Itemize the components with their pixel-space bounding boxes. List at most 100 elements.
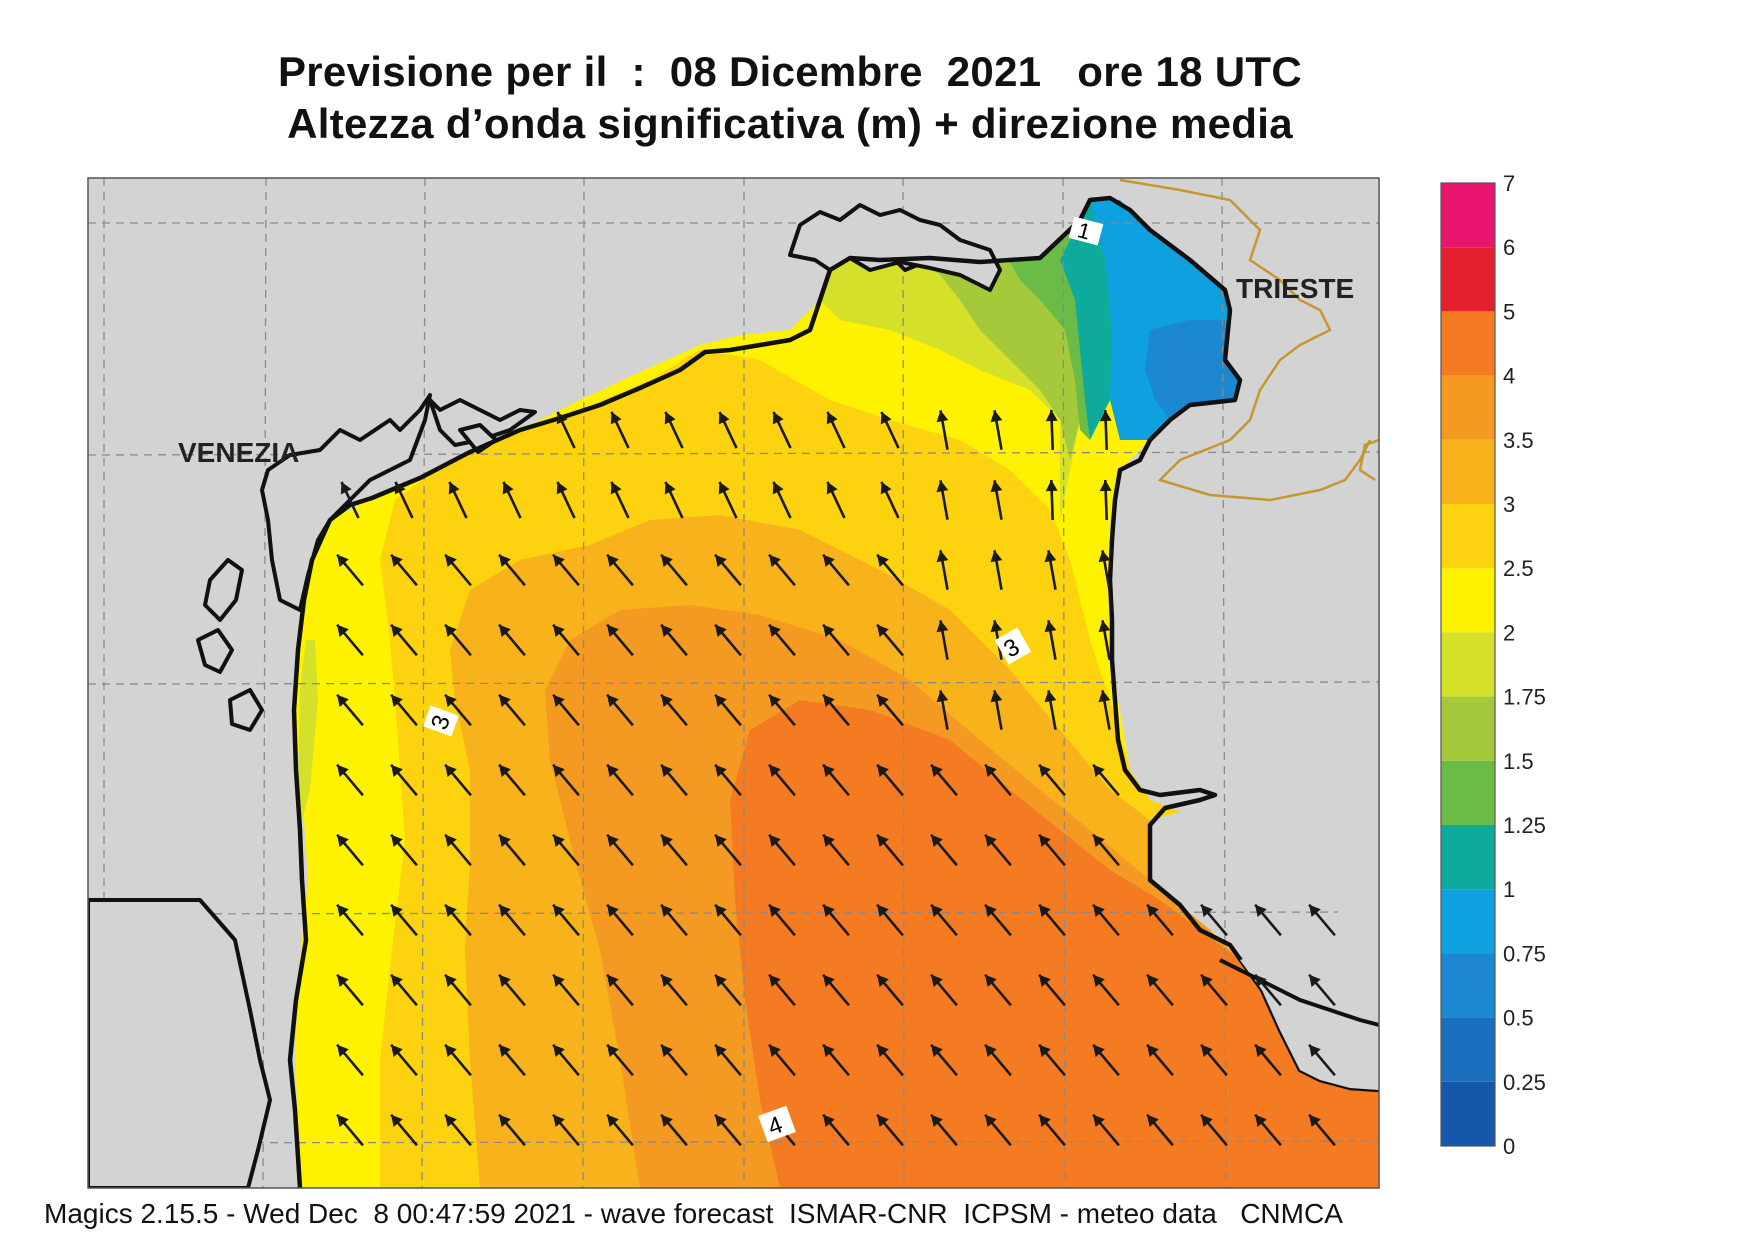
direction-arrow-head: [1093, 904, 1105, 917]
direction-arrow-head: [445, 904, 457, 917]
direction-arrow-head: [1255, 904, 1267, 917]
direction-arrow-head: [499, 974, 511, 987]
direction-arrow-head: [931, 974, 943, 987]
direction-arrow-head: [877, 1114, 889, 1127]
colorbar-swatch: [1441, 760, 1495, 825]
direction-arrow-head: [1045, 480, 1058, 492]
direction-arrow-head: [715, 1114, 727, 1127]
contour-label-4: 4: [758, 1105, 796, 1143]
colorbar-tick-label: 3: [1503, 492, 1515, 517]
direction-arrow-head: [880, 481, 892, 495]
direction-arrow-head: [990, 410, 1003, 423]
direction-arrow-head: [340, 481, 352, 495]
colorbar-tick-label: 0.25: [1503, 1070, 1546, 1095]
colorbar-legend: 7 6 5 4 3.5 3 2.5 2 1.75 1.5 1.25 1 0.75 0.5 0.25 0: [1440, 171, 1546, 1159]
direction-arrow-head: [391, 904, 403, 917]
direction-arrow-head: [1255, 1114, 1267, 1127]
colorbar-frame: [1440, 182, 1496, 1147]
direction-arrow-head: [445, 694, 457, 707]
direction-arrows: [336, 409, 1336, 1147]
colorbar-tick-label: 1: [1503, 877, 1515, 902]
colorbar-swatch: [1441, 439, 1495, 504]
direction-arrow-head: [769, 904, 781, 917]
direction-arrow-head: [1147, 904, 1159, 917]
colorbar-swatch: [1441, 1017, 1495, 1082]
colorbar-tick-label: 2: [1503, 620, 1515, 645]
direction-arrow-head: [718, 411, 730, 425]
contour-label-3-west: 3: [423, 705, 459, 737]
colorbar-swatch: [1441, 632, 1495, 697]
direction-arrow-head: [553, 834, 565, 847]
direction-arrow-head: [1039, 764, 1051, 777]
direction-arrow-head: [769, 694, 781, 707]
direction-arrow-head: [553, 974, 565, 987]
direction-arrow-head: [337, 904, 349, 917]
direction-arrow-head: [1099, 480, 1112, 492]
direction-arrow-head: [607, 974, 619, 987]
direction-arrow-head: [1201, 904, 1213, 917]
direction-arrow-head: [607, 694, 619, 707]
istria-land: [1240, 820, 1379, 1090]
direction-arrow-head: [337, 974, 349, 987]
direction-arrow-head: [499, 764, 511, 777]
direction-arrow-head: [1093, 764, 1105, 777]
direction-arrow-head: [337, 1114, 349, 1127]
direction-arrow-head: [936, 690, 949, 703]
direction-arrow-head: [1044, 550, 1057, 563]
direction-arrow-head: [877, 554, 889, 567]
direction-arrow-head: [769, 1044, 781, 1057]
direction-arrow-head: [556, 411, 568, 425]
colorbar-swatch: [1441, 375, 1495, 440]
colorbar-tick-label: 2.5: [1503, 556, 1534, 581]
direction-arrow-head: [985, 834, 997, 847]
sw-land: [88, 898, 272, 1188]
colorbar-swatch: [1441, 696, 1495, 761]
direction-arrow-head: [445, 834, 457, 847]
direction-arrow-head: [823, 764, 835, 777]
direction-arrow-head: [391, 1044, 403, 1057]
direction-arrow-head: [607, 624, 619, 637]
direction-arrow-head: [499, 1044, 511, 1057]
direction-arrow-head: [931, 834, 943, 847]
colorbar-tick-label: 1.25: [1503, 813, 1546, 838]
direction-arrow-head: [445, 1044, 457, 1057]
direction-arrow-head: [715, 624, 727, 637]
direction-arrow-head: [936, 410, 949, 423]
direction-arrow-head: [553, 904, 565, 917]
direction-arrow-head: [1093, 1044, 1105, 1057]
direction-arrow-head: [1309, 1114, 1321, 1127]
colorbar-tick-label: 0.5: [1503, 1006, 1534, 1031]
direction-arrow-head: [391, 554, 403, 567]
coastline: [287, 195, 1379, 1188]
direction-arrow-head: [553, 694, 565, 707]
direction-arrow-head: [664, 481, 676, 495]
colorbar-tick-label: 4: [1503, 364, 1515, 389]
direction-arrow-head: [499, 904, 511, 917]
direction-arrow-head: [1147, 1044, 1159, 1057]
direction-arrow-head: [1093, 974, 1105, 987]
direction-arrow-head: [936, 550, 949, 563]
direction-arrow-head: [661, 1044, 673, 1057]
direction-arrow-head: [772, 481, 784, 495]
direction-arrow-head: [1093, 1114, 1105, 1127]
direction-arrow-head: [499, 624, 511, 637]
direction-arrow-head: [715, 904, 727, 917]
colorbar-tick-label: 1.75: [1503, 685, 1546, 710]
direction-arrow-head: [607, 904, 619, 917]
direction-arrow-head: [931, 904, 943, 917]
direction-arrow-head: [445, 554, 457, 567]
istria-coast: [1219, 958, 1379, 1027]
direction-arrow-head: [877, 904, 889, 917]
border-line: [1119, 178, 1372, 502]
direction-arrow-head: [445, 1114, 457, 1127]
direction-arrow-head: [1255, 974, 1267, 987]
direction-arrow-head: [1201, 974, 1213, 987]
direction-arrow-head: [499, 694, 511, 707]
direction-arrow-head: [1147, 974, 1159, 987]
direction-arrow-head: [715, 974, 727, 987]
direction-arrow-head: [607, 554, 619, 567]
direction-arrow-head: [769, 974, 781, 987]
title-line-1: Previsione per il : 08 Dicembre 2021 ore…: [277, 48, 1303, 95]
direction-arrow-head: [553, 764, 565, 777]
direction-arrow-head: [1309, 1044, 1321, 1057]
